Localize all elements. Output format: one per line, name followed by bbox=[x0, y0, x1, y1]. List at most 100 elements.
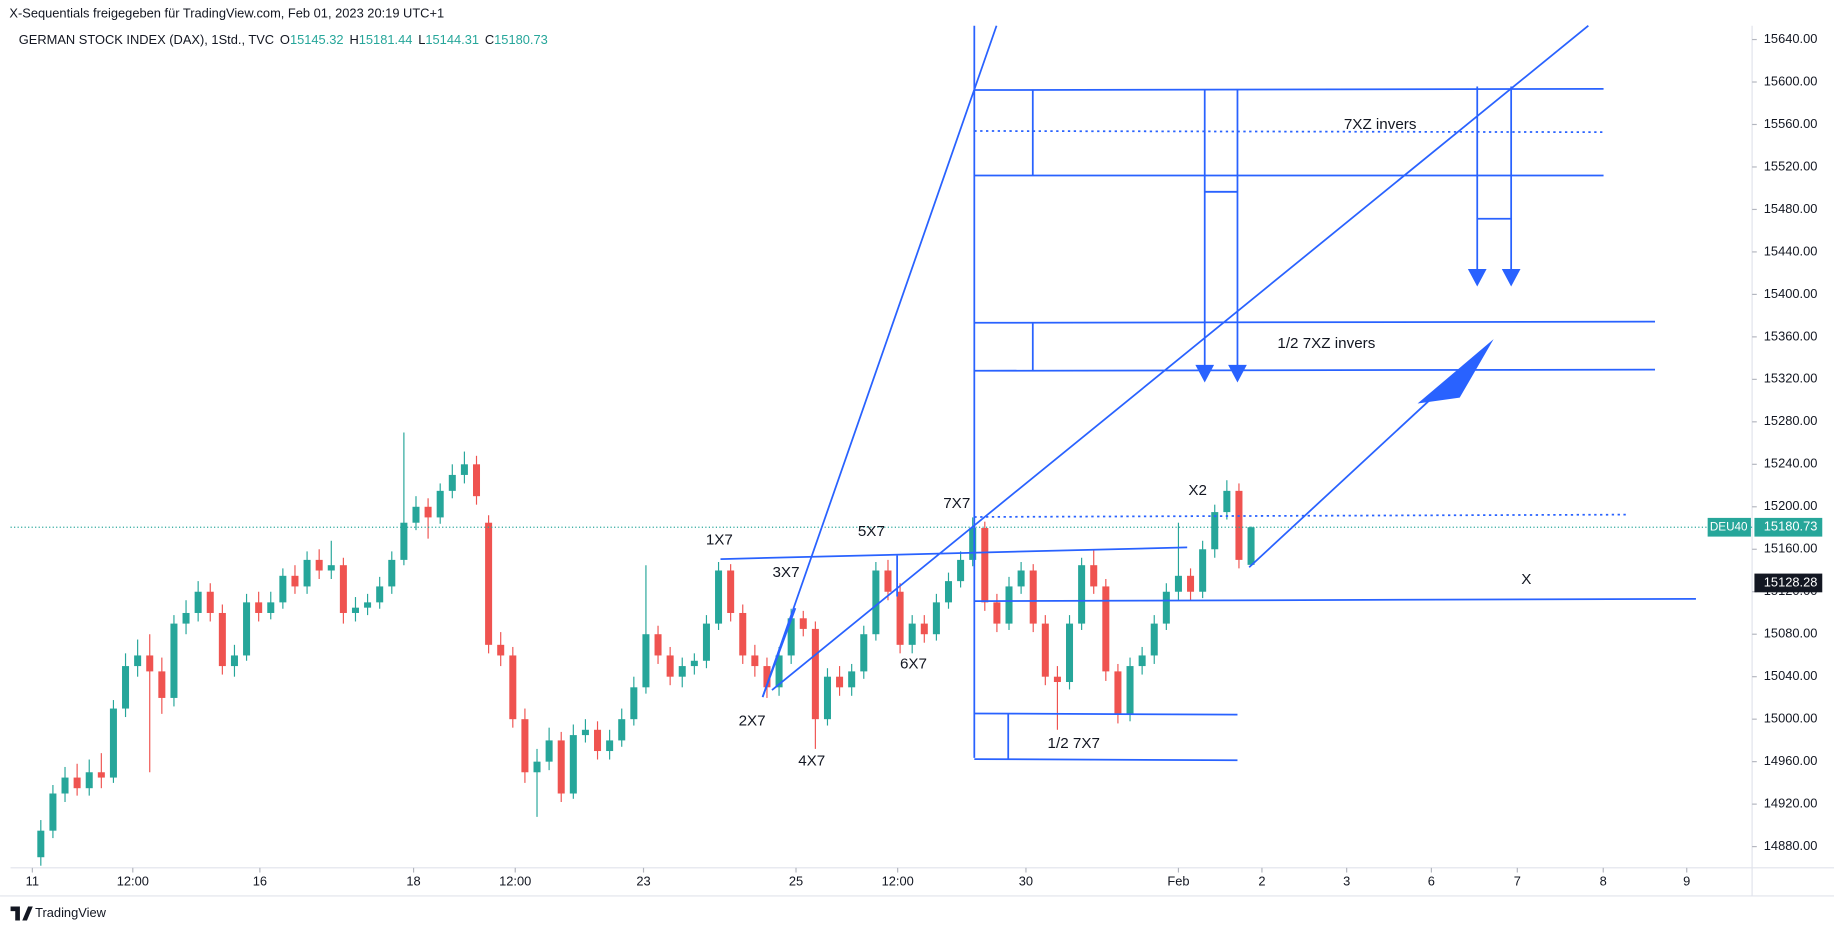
candle-body bbox=[787, 618, 795, 656]
annotation: 1/2 7X7 bbox=[1048, 735, 1100, 752]
x-tick-label: 25 bbox=[789, 873, 803, 888]
candle-body bbox=[630, 687, 638, 720]
symbol: GERMAN STOCK INDEX (DAX), 1Std., TVC bbox=[19, 32, 274, 47]
level-line bbox=[974, 368, 1656, 372]
candle-body bbox=[690, 660, 698, 667]
last-price-label: 15180.73 bbox=[1764, 519, 1818, 534]
candle-body bbox=[472, 464, 481, 497]
credit: X-Sequentials freigegeben für TradingVie… bbox=[9, 5, 444, 20]
key: C bbox=[485, 32, 494, 47]
candle-body bbox=[109, 708, 117, 778]
candle-body bbox=[1029, 570, 1037, 624]
candle-body bbox=[1150, 623, 1158, 656]
candle-body bbox=[569, 735, 577, 794]
candle-body bbox=[884, 570, 892, 592]
y-tick-label: 15480.00 bbox=[1764, 201, 1818, 216]
candle-body bbox=[436, 490, 444, 518]
x-tick-label: 8 bbox=[1600, 873, 1607, 888]
arrow-lines bbox=[1476, 86, 1513, 274]
candle-body bbox=[1199, 549, 1207, 592]
x-tick-label: 3 bbox=[1343, 873, 1350, 888]
candle-body bbox=[412, 506, 420, 523]
y-tick-label: 15360.00 bbox=[1764, 328, 1818, 343]
y-tick-label: 15280.00 bbox=[1764, 413, 1818, 428]
candle-body bbox=[327, 565, 335, 571]
x-tick-label: 23 bbox=[636, 873, 650, 888]
candle-body bbox=[1126, 666, 1134, 714]
candle-body bbox=[509, 655, 517, 720]
candle-body bbox=[85, 772, 93, 789]
candle-body bbox=[654, 634, 662, 656]
x-tick-label: 16 bbox=[253, 873, 267, 888]
candle-body bbox=[1235, 490, 1243, 560]
candle-body bbox=[339, 565, 347, 613]
candle-body bbox=[460, 464, 468, 475]
candle-body bbox=[206, 591, 214, 613]
candle-body bbox=[255, 602, 263, 613]
candle-body bbox=[291, 575, 299, 587]
y-tick-label: 15000.00 bbox=[1764, 711, 1818, 726]
candle-body bbox=[61, 777, 69, 794]
candle-body bbox=[836, 676, 844, 688]
brand-name: TradingView bbox=[35, 905, 106, 920]
arrow-head bbox=[1195, 364, 1247, 383]
candle-body bbox=[606, 740, 614, 752]
x-tick-label: 11 bbox=[26, 873, 39, 888]
candle-body bbox=[1090, 565, 1098, 587]
y-tick-label: 14960.00 bbox=[1764, 753, 1818, 768]
brand: TradingView bbox=[10, 905, 107, 921]
x-tick-label: 12:00 bbox=[499, 873, 531, 888]
annotation: 3X7 bbox=[772, 564, 799, 581]
candle-body bbox=[521, 719, 529, 773]
key: L bbox=[418, 32, 425, 47]
x-tick-label: 30 bbox=[1019, 873, 1033, 888]
candle-body bbox=[533, 761, 541, 773]
y-tick-label: 15400.00 bbox=[1764, 286, 1818, 301]
value: 15145.32 bbox=[290, 32, 344, 47]
annotation: 4X7 bbox=[798, 752, 825, 769]
annotation: 7XZ invers bbox=[1344, 116, 1417, 133]
candle-body bbox=[763, 666, 771, 688]
candle-body bbox=[230, 655, 238, 667]
y-tick-label: 15520.00 bbox=[1764, 158, 1818, 173]
candle-body bbox=[581, 729, 589, 736]
value: 15181.44 bbox=[359, 32, 413, 47]
x-tick-label: 12:00 bbox=[882, 873, 914, 888]
y-tick-label: 15200.00 bbox=[1764, 498, 1818, 513]
candle-body bbox=[158, 671, 166, 698]
x-tick-label: 12:00 bbox=[117, 873, 149, 888]
plot: 14880.00 14920.00 14960.00 15000.00 15040.00… bbox=[10, 31, 1823, 888]
dotted-line bbox=[974, 513, 1629, 518]
candle-body bbox=[860, 634, 868, 672]
level-line bbox=[974, 712, 1238, 716]
trend-line bbox=[761, 25, 998, 698]
marker-label: 15128.28 bbox=[1764, 574, 1818, 589]
candle-body bbox=[993, 602, 1001, 624]
candle-body bbox=[1078, 565, 1086, 624]
candle-body bbox=[424, 506, 432, 518]
candle-body bbox=[1174, 575, 1182, 592]
value: 15144.31 bbox=[425, 32, 479, 47]
candle-body bbox=[1005, 586, 1013, 624]
candle-body bbox=[388, 559, 396, 587]
trend-line bbox=[761, 607, 797, 698]
candle-body bbox=[1187, 575, 1195, 592]
level-line bbox=[974, 320, 1656, 324]
trend-line bbox=[771, 25, 1589, 691]
candle-body bbox=[1102, 586, 1110, 672]
candle-body bbox=[182, 612, 190, 624]
candle-body bbox=[702, 623, 710, 661]
key: H bbox=[349, 32, 358, 47]
candle-body bbox=[799, 618, 807, 629]
candle-body bbox=[1066, 623, 1074, 683]
drawings: 1X7 2X7 3X7 4X7 5X7 6X7 7X7 X2 X 7XZ inv… bbox=[706, 25, 1696, 769]
x-tick-label: 6 bbox=[1428, 873, 1435, 888]
candle-body bbox=[1162, 591, 1170, 624]
value: 15180.73 bbox=[494, 32, 548, 47]
annotation: 1X7 bbox=[706, 531, 733, 548]
annotation: 7X7 bbox=[943, 495, 970, 512]
candle-body bbox=[243, 602, 251, 656]
candle-body bbox=[303, 559, 311, 587]
y-tick-label: 15080.00 bbox=[1764, 626, 1818, 641]
